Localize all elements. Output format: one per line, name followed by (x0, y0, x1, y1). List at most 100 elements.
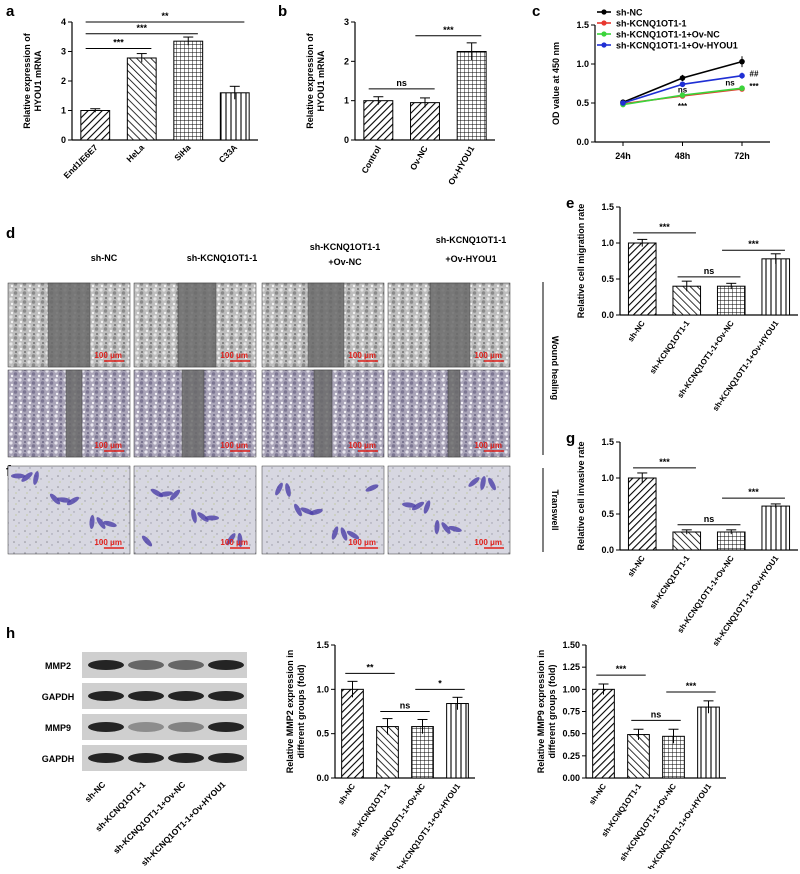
x-tick-label: 48h (675, 151, 691, 161)
y-tick-label: 0.75 (562, 707, 580, 717)
bar-h2-3 (697, 706, 720, 779)
blot-lane-label-2: sh-KCNQ1OT1-1+Ov-NC (111, 779, 187, 855)
bar-b-0 (363, 100, 394, 141)
micro-image-r2-c0 (7, 465, 131, 555)
significance-label: * (438, 678, 442, 688)
wound-healing-label: Wound healing (550, 336, 560, 400)
y-tick-label: 1.5 (601, 437, 614, 447)
legend-marker (601, 42, 607, 48)
series-point (679, 81, 686, 88)
y-tick-label: 1.0 (601, 473, 614, 483)
x-tick-label: Ov-NC (408, 144, 430, 172)
bar-h2-0 (592, 688, 615, 779)
scale-bar-label: 100 μm (220, 441, 248, 450)
scale-bar-label: 100 μm (94, 538, 122, 547)
blot-band (128, 660, 164, 670)
stained-cell (402, 502, 416, 508)
bar-a-3 (219, 92, 250, 141)
stained-cell (275, 482, 283, 496)
blot-band (168, 691, 204, 701)
chart-e: 0.0 0.5 1.0 1.5 Relative cell migration rate… (576, 202, 798, 413)
y-tick-label: 1 (61, 106, 66, 116)
y-tick-label: 0 (61, 135, 66, 145)
series-point (739, 58, 745, 65)
y-tick-label: 1.5 (316, 640, 329, 650)
stained-cell (169, 489, 181, 501)
stained-cell (57, 497, 71, 503)
bar-a-1 (126, 57, 157, 141)
x-tick-label: C33A (217, 142, 239, 164)
chart-c: 0.0 0.5 1.0 1.5 OD value at 450 nm 24h 48h 72h s… (551, 8, 770, 161)
bar-h1-2 (411, 726, 434, 779)
stained-cell (434, 520, 440, 534)
legend-label: sh-KCNQ1OT1-1+Ov-HYOU1 (616, 41, 738, 51)
y-tick-label: 1.00 (562, 684, 580, 694)
western-blot: MMP2GAPDHMMP9GAPDHsh-NCsh-KCNQ1OT1-1sh-K… (42, 652, 247, 868)
stained-cell (480, 476, 486, 490)
y-tick-label: 0.5 (316, 729, 329, 739)
scale-bar-label: 100 μm (220, 351, 248, 360)
legend-label: sh-KCNQ1OT1-1 (616, 19, 687, 29)
y-tick-label: 0.0 (601, 545, 614, 555)
stained-cell (141, 535, 153, 547)
blot-band-label-1: GAPDH (42, 692, 75, 702)
y-tick-label: 0.5 (576, 98, 589, 108)
x-tick-label: SiHa (172, 142, 193, 163)
chart-a: 0 1 2 3 4 Relative expression of HYOU1 mRNA End… (22, 11, 258, 180)
y-axis-label: HYOU1 mRNA (33, 50, 43, 112)
transwell-label: Transwell (550, 489, 560, 530)
bar-a-0 (80, 110, 111, 141)
chart-b: 0 1 2 3 Relative expression of HYOU1 mRNA Cont… (305, 17, 495, 187)
stained-cell (21, 472, 33, 482)
blot-band (208, 660, 244, 670)
stained-cell (205, 515, 219, 521)
scale-bar-label: 100 μm (348, 351, 376, 360)
wound-gap-r0-c0 (47, 282, 91, 368)
blot-band (128, 722, 164, 732)
y-axis-label: Relative MMP2 expression in (285, 650, 295, 774)
wound-gap-r1-c2 (313, 369, 333, 458)
blot-band (208, 753, 244, 763)
significance-label: ns (651, 709, 662, 719)
wound-gap-r0-c3 (429, 282, 471, 368)
microscopy-panels: sh-NC sh-KCNQ1OT1-1 sh-KCNQ1OT1-1 +Ov-NC… (7, 235, 560, 555)
significance-label: ns (396, 78, 407, 88)
bar-a-2 (173, 40, 204, 141)
scale-bar-label: 100 μm (474, 441, 502, 450)
stained-cell (340, 527, 348, 541)
stained-cell (66, 496, 80, 506)
y-axis-label: Relative cell invasive rate (576, 441, 586, 550)
panel-letter-g: g (566, 430, 575, 447)
y-axis-label: HYOU1 mRNA (316, 50, 326, 112)
y-tick-label: 2 (344, 56, 349, 66)
y-tick-label: 3 (344, 17, 349, 27)
significance-label: *** (443, 25, 454, 35)
blot-band (88, 722, 124, 732)
legend-label: sh-KCNQ1OT1-1+Ov-NC (616, 30, 720, 40)
bar-g-3 (761, 505, 791, 551)
y-tick-label: 1.0 (576, 59, 589, 69)
blot-band (88, 753, 124, 763)
bar-h2-1 (627, 734, 650, 779)
wound-gap-r1-c0 (65, 369, 83, 458)
stained-cell (237, 533, 243, 547)
x-tick-label: sh-NC (626, 554, 647, 579)
y-tick-label: 4 (61, 17, 66, 27)
significance-label: *** (659, 222, 670, 232)
stained-cell (197, 512, 209, 522)
blot-band (88, 660, 124, 670)
y-tick-label: 1 (344, 96, 349, 106)
bar-h1-0 (341, 688, 364, 779)
significance-label: ** (161, 11, 169, 21)
stained-cell (294, 503, 302, 517)
panel-letter-c: c (532, 3, 540, 20)
bar-g-1 (672, 531, 702, 551)
legend-marker (601, 9, 607, 15)
y-axis-label: Relative expression of (22, 32, 32, 129)
x-tick-label: sh-KCNQ1OT1-1+Ov-HYOU1 (393, 782, 463, 869)
y-tick-label: 2 (61, 76, 66, 86)
significance-label: *** (748, 239, 759, 249)
significance-label: ** (366, 662, 374, 672)
blot-band (168, 660, 204, 670)
